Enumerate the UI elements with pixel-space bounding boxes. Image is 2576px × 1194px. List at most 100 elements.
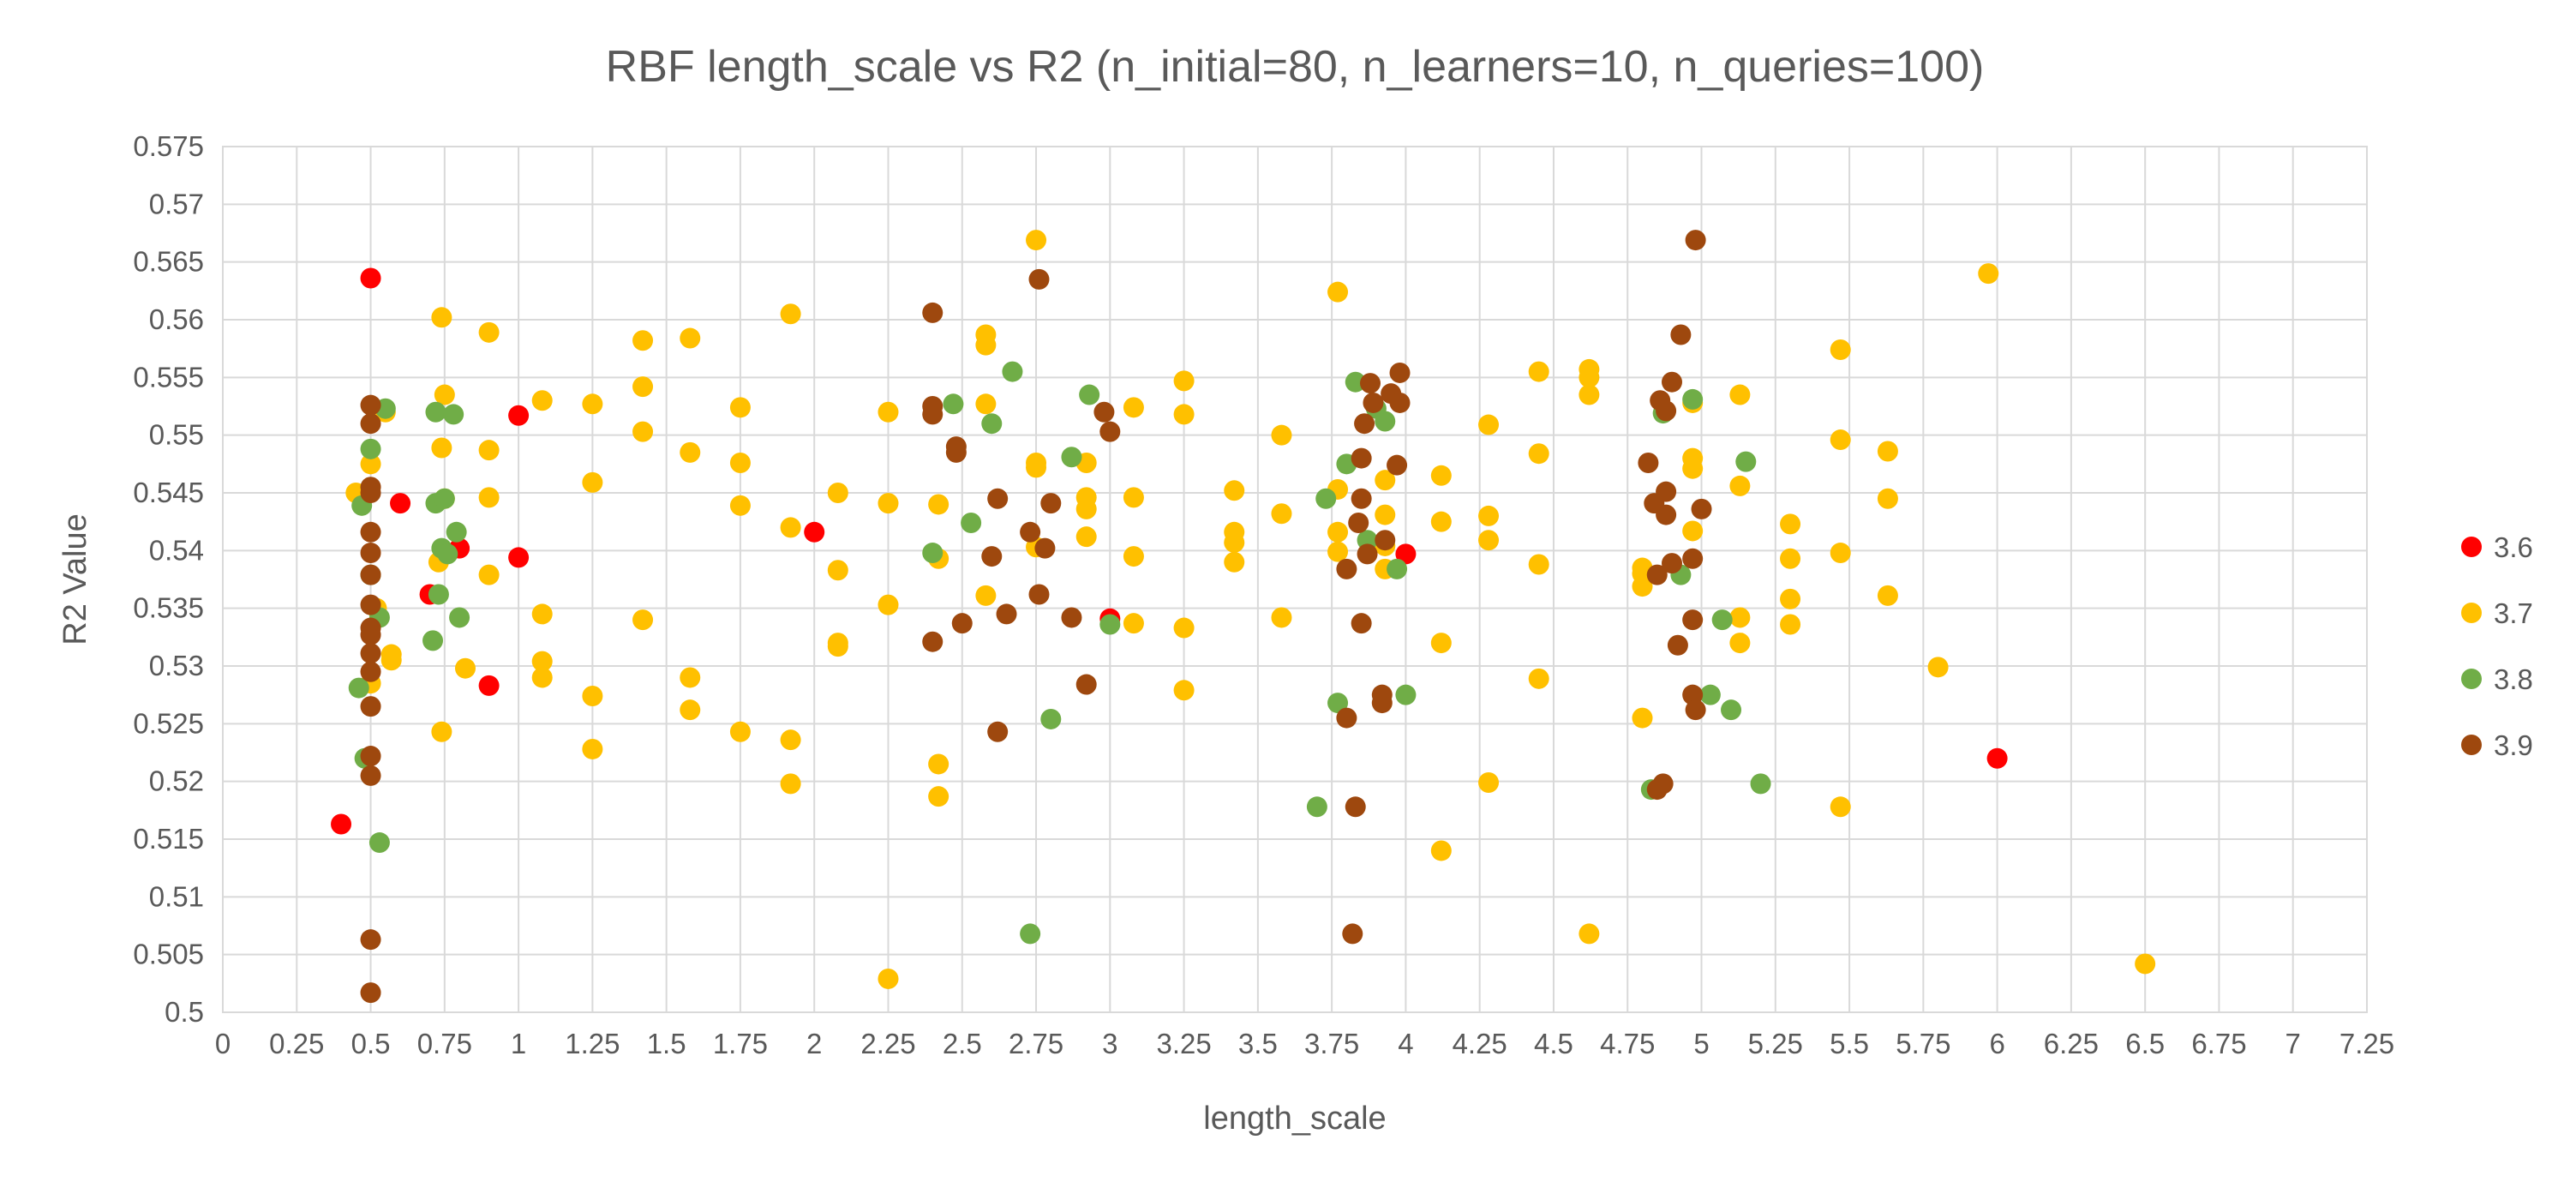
data-point-3.7 <box>1579 367 1600 388</box>
data-point-3.7 <box>1729 384 1751 405</box>
data-point-3.6 <box>360 267 381 289</box>
data-point-3.8 <box>1721 699 1742 721</box>
data-point-3.9 <box>360 746 381 767</box>
data-point-3.8 <box>1306 796 1327 818</box>
data-point-3.7 <box>582 686 603 707</box>
data-point-3.7 <box>380 650 402 671</box>
data-point-3.8 <box>1061 447 1082 468</box>
data-point-3.7 <box>780 729 801 751</box>
data-point-3.7 <box>1430 840 1452 861</box>
y-tick-label: 0.55 <box>149 419 204 451</box>
data-point-3.9 <box>360 413 381 435</box>
data-point-3.7 <box>1682 520 1704 542</box>
data-point-3.7 <box>1528 668 1549 689</box>
x-tick-label: 5.5 <box>1830 1028 1869 1059</box>
data-point-3.9 <box>945 441 967 463</box>
y-tick-label: 0.575 <box>133 130 204 162</box>
data-point-3.9 <box>1691 498 1712 519</box>
data-point-3.9 <box>922 631 944 652</box>
data-point-3.9 <box>360 982 381 1004</box>
data-point-3.7 <box>478 487 500 508</box>
data-point-3.7 <box>478 321 500 343</box>
data-point-3.7 <box>928 753 950 775</box>
data-point-3.7 <box>632 421 654 442</box>
x-tick-label: 3.25 <box>1156 1028 1211 1059</box>
data-point-3.7 <box>1173 617 1195 639</box>
data-point-3.9 <box>1345 796 1366 818</box>
data-point-3.9 <box>1351 613 1372 634</box>
data-point-3.9 <box>360 661 381 682</box>
data-point-3.9 <box>1389 392 1411 413</box>
data-point-3.7 <box>1271 607 1292 628</box>
data-point-3.7 <box>827 560 848 581</box>
data-point-3.7 <box>780 773 801 795</box>
y-tick-label: 0.535 <box>133 592 204 624</box>
data-point-3.7 <box>878 968 899 989</box>
data-point-3.7 <box>1075 498 1097 519</box>
data-point-3.7 <box>878 401 899 423</box>
x-tick-label: 3 <box>1102 1028 1117 1059</box>
x-tick-label: 0.75 <box>417 1028 472 1059</box>
data-point-3.7 <box>1123 487 1144 508</box>
data-point-3.9 <box>1093 401 1115 423</box>
data-point-3.7 <box>1430 633 1452 654</box>
data-point-3.8 <box>425 401 446 423</box>
data-point-3.6 <box>478 675 500 696</box>
x-tick-label: 5 <box>1693 1028 1709 1059</box>
data-point-3.8 <box>434 488 455 509</box>
data-point-3.7 <box>360 453 381 475</box>
data-point-3.9 <box>1638 452 1659 473</box>
data-point-3.9 <box>1656 504 1677 525</box>
data-point-3.9 <box>360 765 381 786</box>
data-point-3.9 <box>1682 609 1704 631</box>
data-point-3.7 <box>680 327 701 349</box>
data-point-3.8 <box>1699 684 1721 705</box>
data-point-3.7 <box>1123 397 1144 418</box>
data-point-3.9 <box>951 613 973 634</box>
data-point-3.7 <box>1478 772 1500 794</box>
data-point-3.7 <box>1123 613 1144 634</box>
data-point-3.9 <box>1363 392 1384 413</box>
data-point-3.8 <box>1682 388 1704 410</box>
data-point-3.9 <box>1656 481 1677 502</box>
y-tick-label: 0.525 <box>133 707 204 739</box>
data-point-3.7 <box>582 471 603 493</box>
x-tick-label: 4.25 <box>1453 1028 1507 1059</box>
legend-label: 3.6 <box>2494 531 2533 563</box>
data-point-3.6 <box>508 547 530 568</box>
data-point-3.7 <box>1430 465 1452 486</box>
data-point-3.7 <box>1327 521 1349 543</box>
x-tick-label: 1.75 <box>713 1028 768 1059</box>
x-tick-label: 0.25 <box>269 1028 324 1059</box>
x-tick-label: 2.75 <box>1009 1028 1063 1059</box>
data-point-3.8 <box>449 607 470 628</box>
data-point-3.7 <box>975 393 997 415</box>
y-axis-title: R2 Value <box>57 513 93 645</box>
data-point-3.7 <box>1729 475 1751 496</box>
x-tick-label: 2.5 <box>943 1028 982 1059</box>
data-point-3.9 <box>1336 707 1357 729</box>
data-point-3.7 <box>632 609 654 631</box>
legend-label: 3.8 <box>2494 663 2533 695</box>
data-point-3.7 <box>729 397 751 418</box>
data-point-3.9 <box>360 521 381 543</box>
data-point-3.8 <box>1099 614 1121 635</box>
data-point-3.8 <box>1020 923 1041 945</box>
data-point-3.7 <box>1877 441 1898 462</box>
data-point-3.7 <box>1026 230 1047 251</box>
data-point-3.7 <box>1375 470 1396 491</box>
x-tick-label: 6.25 <box>2044 1028 2099 1059</box>
data-point-3.7 <box>2135 953 2156 975</box>
data-point-3.7 <box>1271 503 1292 525</box>
data-point-3.7 <box>1830 796 1851 818</box>
x-tick-label: 6 <box>1989 1028 2004 1059</box>
data-point-3.7 <box>827 483 848 503</box>
data-point-3.7 <box>827 636 848 657</box>
data-point-3.9 <box>922 302 944 323</box>
y-tick-label: 0.5 <box>165 996 204 1028</box>
data-point-3.8 <box>428 584 449 605</box>
data-point-3.7 <box>1877 488 1898 509</box>
data-point-3.9 <box>1387 454 1408 476</box>
data-point-3.7 <box>431 721 452 742</box>
